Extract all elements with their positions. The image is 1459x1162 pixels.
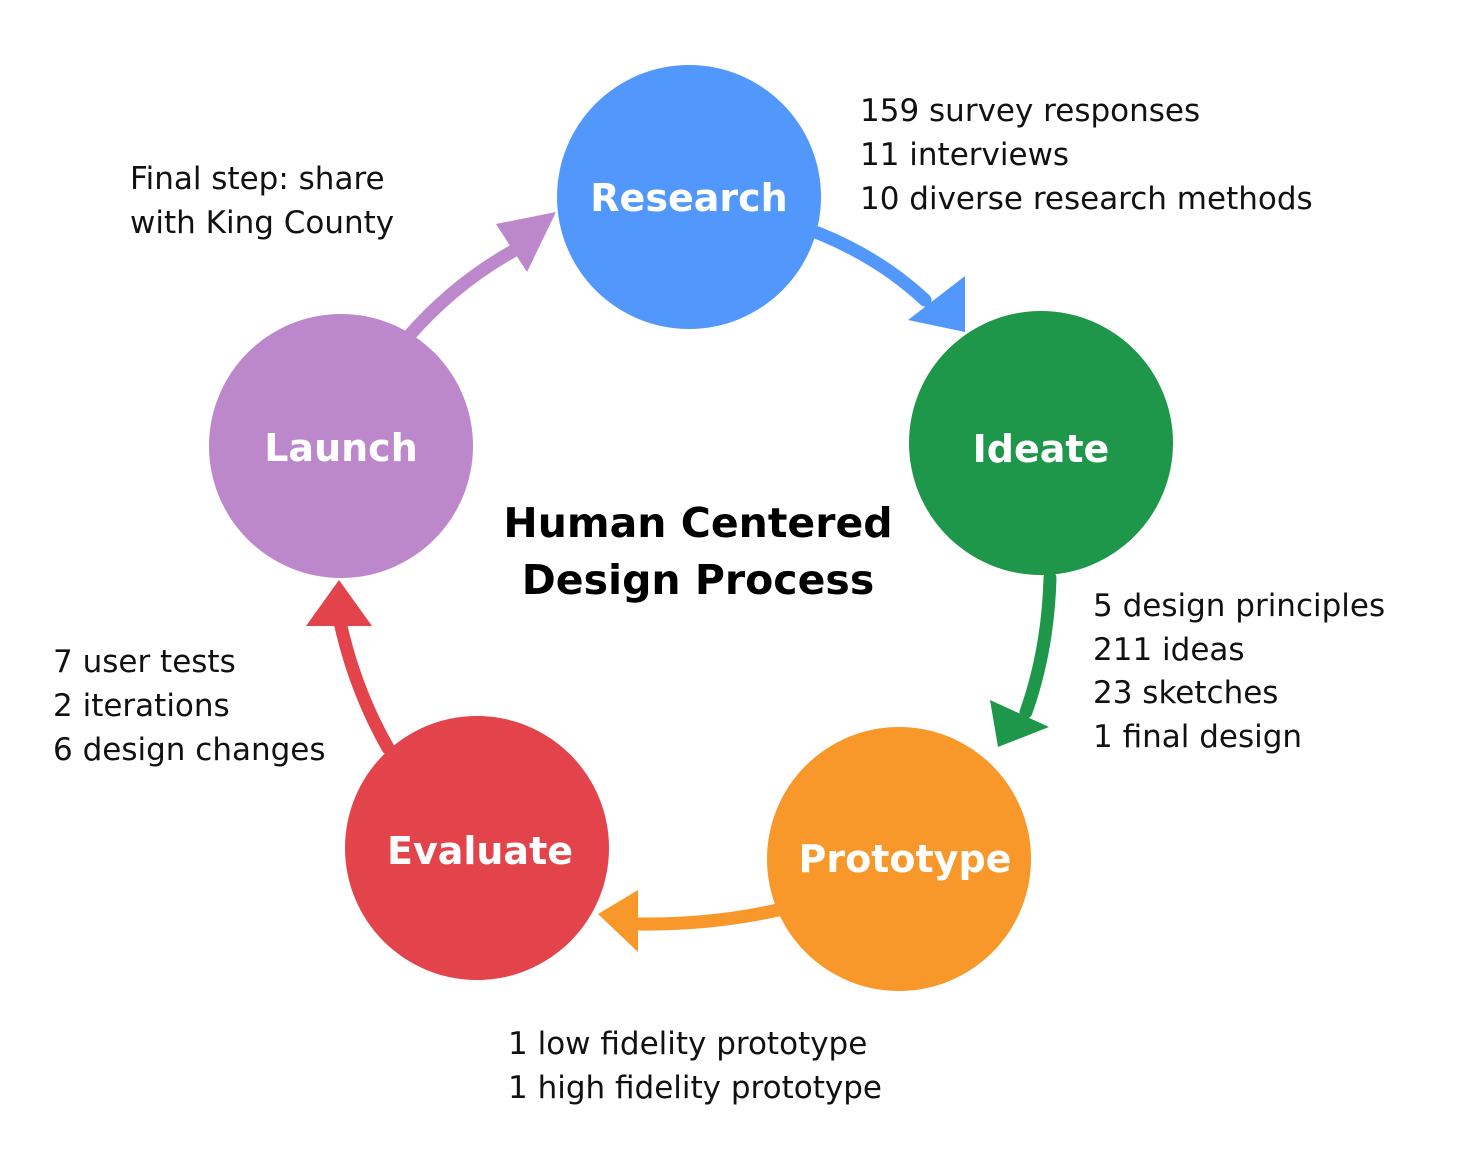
- notes-evaluate: 7 user tests 2 iterations 6 design chang…: [53, 644, 326, 768]
- arrow-launch-to-research: [401, 212, 556, 344]
- note-research-3: 10 diverse research methods: [860, 181, 1313, 217]
- notes-research: 159 survey responses 11 interviews 10 di…: [860, 93, 1313, 217]
- note-ideate-1: 5 design principles: [1093, 588, 1385, 624]
- note-ideate-4: 1 final design: [1093, 719, 1302, 755]
- note-ideate-3: 23 sketches: [1093, 675, 1278, 711]
- note-evaluate-2: 2 iterations: [53, 688, 230, 724]
- notes-prototype: 1 low fidelity prototype 1 high fidelity…: [508, 1026, 882, 1106]
- stage-ideate: Ideate: [909, 311, 1173, 575]
- arrow-ideate-to-prototype: [990, 571, 1057, 747]
- stage-label-launch: Launch: [264, 426, 418, 470]
- note-launch-1: Final step: share: [130, 161, 385, 197]
- arrow-evaluate-to-launch: [306, 580, 395, 755]
- stage-launch: Launch: [209, 314, 473, 578]
- stage-label-ideate: Ideate: [973, 427, 1110, 471]
- stage-label-research: Research: [590, 176, 787, 220]
- arrow-prototype-to-evaluate: [598, 890, 785, 952]
- title-line-1: Human Centered: [503, 499, 892, 547]
- stage-research: Research: [557, 65, 821, 329]
- note-research-2: 11 interviews: [860, 137, 1069, 173]
- note-prototype-1: 1 low fidelity prototype: [508, 1026, 867, 1062]
- stage-prototype: Prototype: [767, 727, 1031, 991]
- note-evaluate-3: 6 design changes: [53, 732, 326, 768]
- note-evaluate-1: 7 user tests: [53, 644, 236, 680]
- note-research-1: 159 survey responses: [860, 93, 1200, 129]
- note-ideate-2: 211 ideas: [1093, 632, 1245, 668]
- stage-label-prototype: Prototype: [799, 837, 1012, 881]
- title-line-2: Design Process: [522, 556, 874, 604]
- notes-ideate: 5 design principles 211 ideas 23 sketche…: [1093, 588, 1385, 755]
- arrow-research-to-ideate: [811, 226, 965, 332]
- center-title: Human Centered Design Process: [503, 499, 892, 604]
- note-launch-2: with King County: [130, 205, 394, 241]
- notes-launch: Final step: share with King County: [130, 161, 394, 241]
- stage-label-evaluate: Evaluate: [387, 829, 573, 873]
- stage-evaluate: Evaluate: [345, 716, 609, 980]
- note-prototype-2: 1 high fidelity prototype: [508, 1070, 882, 1106]
